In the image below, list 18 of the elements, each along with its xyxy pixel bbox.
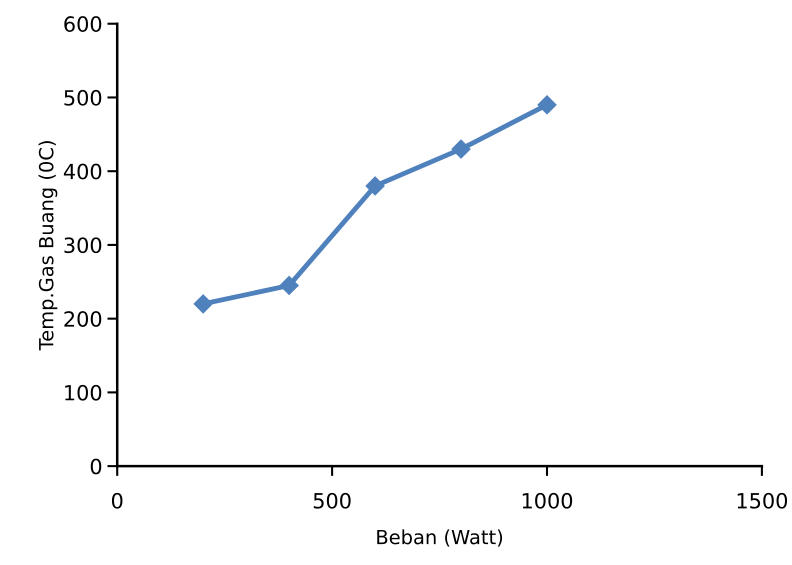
point (366, 176, 385, 196)
point (280, 276, 299, 296)
y-tick-label: 600 (64, 16, 102, 32)
x-tick-label: 0 (112, 492, 122, 509)
point (194, 294, 213, 314)
y-tick-label: 0 (90, 458, 102, 474)
y-tick-label: 200 (64, 311, 102, 327)
x-axis-title: Beban (Watt) (377, 529, 502, 547)
y-tick-label: 300 (64, 237, 102, 254)
point (537, 95, 557, 114)
x-tick-label: 1500 (738, 492, 788, 509)
y-tick-label: 400 (64, 164, 102, 180)
x-tick-label: 1000 (522, 492, 572, 509)
point (452, 140, 471, 159)
x-tick-label: 500 (314, 492, 351, 509)
y-axis-title: Temp.Gas Buang (0C) (38, 141, 58, 350)
y-tick-label: 500 (64, 90, 102, 106)
y-tick-label: 100 (65, 384, 102, 401)
